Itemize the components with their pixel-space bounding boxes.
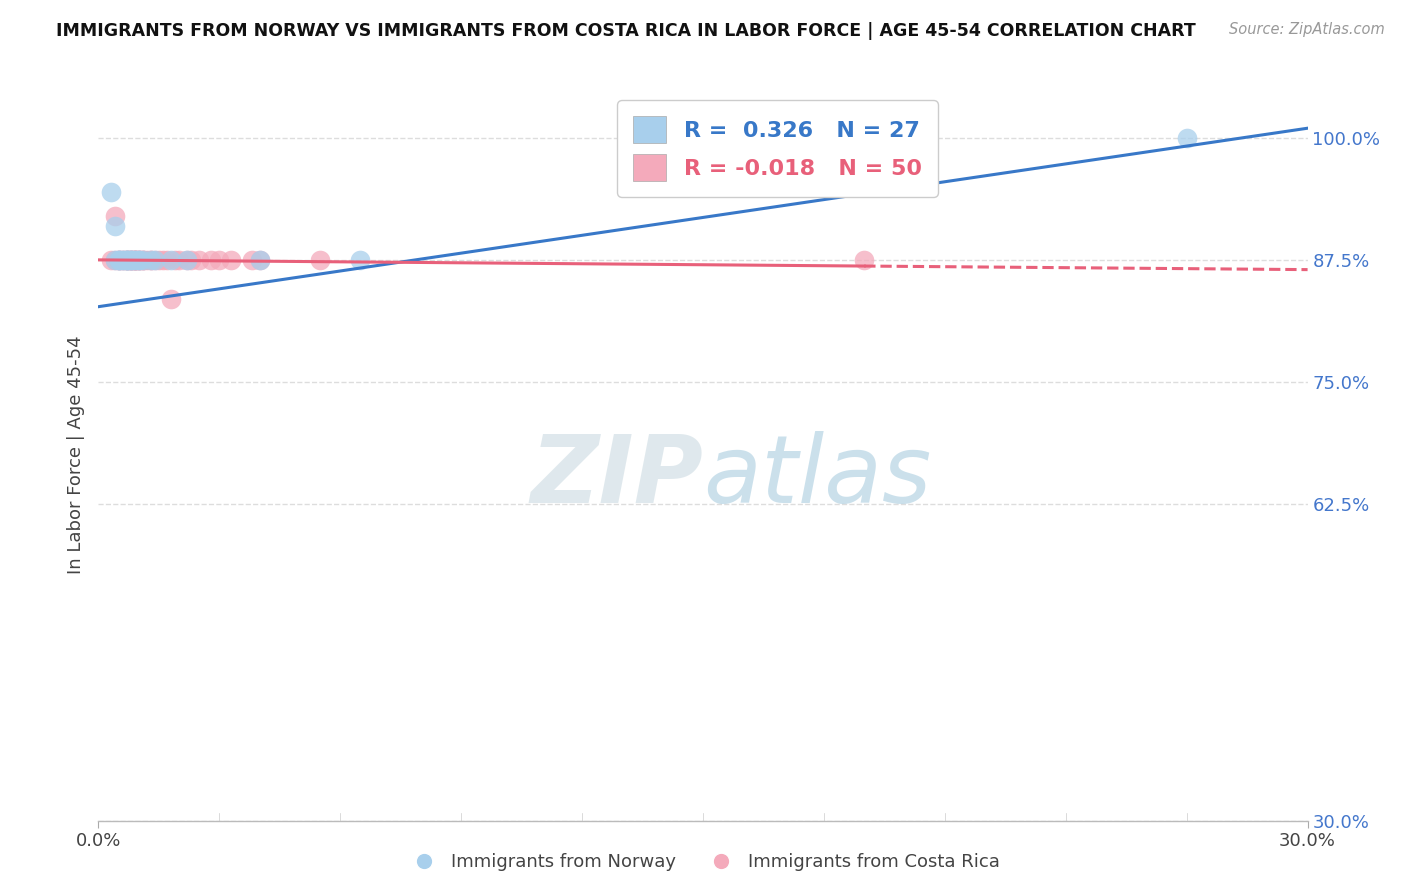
Point (115, 252, 138, 267)
Point (139, 252, 162, 267)
Point (200, 252, 222, 267)
Point (349, 252, 371, 267)
Point (249, 252, 271, 267)
Point (124, 252, 146, 267)
Point (156, 252, 179, 267)
Point (124, 252, 146, 267)
Point (111, 252, 134, 267)
Point (128, 252, 150, 267)
Y-axis label: In Labor Force | Age 45-54: In Labor Force | Age 45-54 (66, 335, 84, 574)
Point (128, 252, 150, 267)
Point (107, 252, 129, 267)
Point (221, 252, 243, 267)
Point (120, 252, 142, 267)
Point (107, 252, 129, 267)
Point (120, 252, 142, 267)
Point (103, 219, 125, 233)
Point (120, 252, 142, 267)
Point (103, 252, 125, 267)
Point (152, 252, 174, 267)
Point (124, 252, 146, 267)
Text: Source: ZipAtlas.com: Source: ZipAtlas.com (1229, 22, 1385, 37)
Point (120, 252, 142, 267)
Point (107, 252, 129, 267)
Point (132, 252, 155, 267)
Point (100, 252, 122, 267)
Point (128, 252, 150, 267)
Point (128, 252, 150, 267)
Point (208, 252, 231, 267)
Point (160, 252, 183, 267)
Point (115, 252, 138, 267)
Point (115, 252, 138, 267)
Point (111, 252, 134, 267)
Text: ZIP: ZIP (530, 431, 703, 523)
Point (120, 252, 142, 267)
Point (103, 209, 125, 223)
Legend: R =  0.326   N = 27, R = -0.018   N = 50: R = 0.326 N = 27, R = -0.018 N = 50 (617, 100, 938, 197)
Point (120, 252, 142, 267)
Point (167, 252, 190, 267)
Point (120, 252, 142, 267)
Point (132, 252, 155, 267)
Point (124, 252, 146, 267)
Point (160, 292, 183, 306)
Point (103, 252, 125, 267)
Point (176, 252, 198, 267)
Point (309, 252, 332, 267)
Point (139, 252, 162, 267)
Point (124, 252, 146, 267)
Point (132, 252, 155, 267)
Point (111, 252, 134, 267)
Point (143, 252, 166, 267)
Point (143, 252, 166, 267)
Point (163, 252, 186, 267)
Point (124, 252, 146, 267)
Point (135, 252, 157, 267)
Point (853, 252, 876, 267)
Point (139, 252, 162, 267)
Text: IMMIGRANTS FROM NORWAY VS IMMIGRANTS FROM COSTA RICA IN LABOR FORCE | AGE 45-54 : IMMIGRANTS FROM NORWAY VS IMMIGRANTS FRO… (56, 22, 1197, 40)
Point (176, 252, 198, 267)
Point (188, 252, 211, 267)
Point (111, 252, 134, 267)
Legend: Immigrants from Norway, Immigrants from Costa Rica: Immigrants from Norway, Immigrants from … (399, 847, 1007, 879)
Point (180, 252, 202, 267)
Point (240, 252, 263, 267)
Point (124, 252, 146, 267)
Point (107, 252, 129, 267)
Point (115, 252, 138, 267)
Point (107, 252, 129, 267)
Point (100, 185, 122, 199)
Point (132, 252, 155, 267)
Point (115, 252, 138, 267)
Point (249, 252, 271, 267)
Point (115, 252, 138, 267)
Text: atlas: atlas (703, 432, 931, 523)
Point (115, 252, 138, 267)
Point (1175, 131, 1198, 145)
Point (107, 252, 129, 267)
Point (124, 252, 146, 267)
Point (128, 252, 150, 267)
Point (120, 252, 142, 267)
Point (148, 252, 170, 267)
Point (128, 252, 150, 267)
Point (115, 252, 138, 267)
